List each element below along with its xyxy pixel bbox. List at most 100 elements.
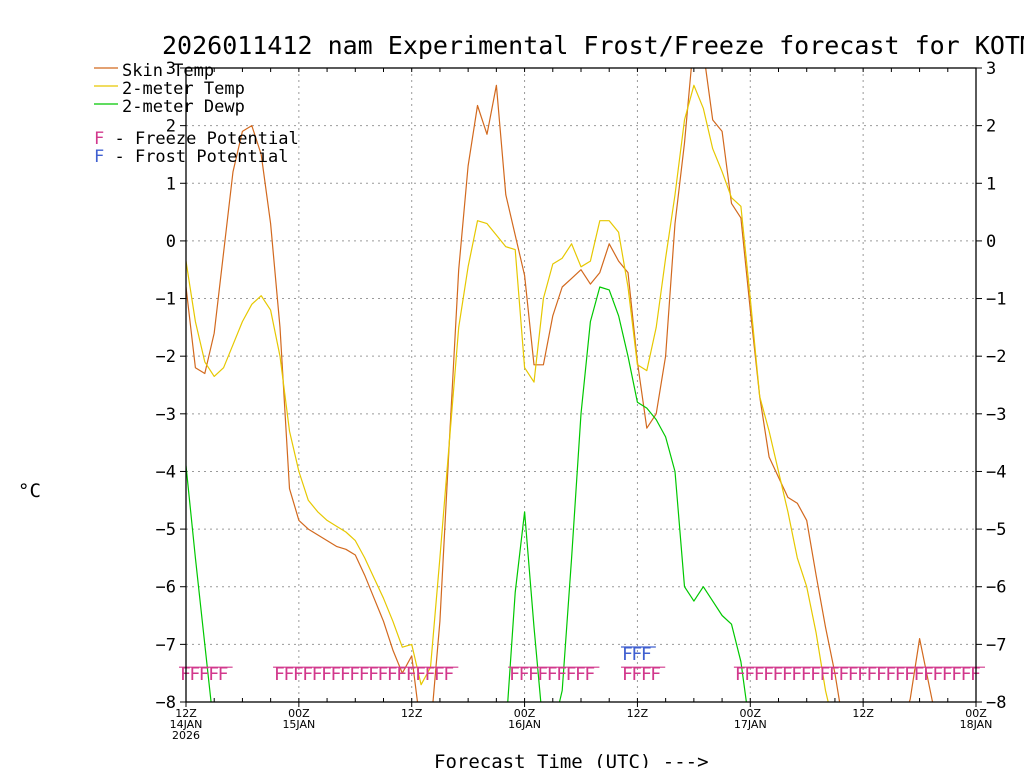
- y-tick-label-right: 3: [986, 59, 996, 79]
- y-tick-label-right: −2: [986, 347, 1006, 367]
- freeze-marker: F: [584, 664, 595, 685]
- y-tick-label-left: 2: [166, 117, 176, 137]
- legend-freeze-marker: F: [94, 129, 104, 149]
- x-tick-label: 12Z: [627, 707, 649, 720]
- freeze-marker: F: [735, 664, 746, 685]
- chart-title: 2026011412 nam Experimental Frost/Freeze…: [162, 31, 1024, 60]
- freeze-marker: F: [189, 664, 200, 685]
- y-tick-label-right: −3: [986, 405, 1006, 425]
- plot-frame: [185, 67, 977, 703]
- freeze-marker: F: [321, 664, 332, 685]
- y-tick-label-right: 0: [986, 232, 996, 252]
- legend-2m-temp: 2-meter Temp: [122, 79, 245, 99]
- legend-2m-dewp: 2-meter Dewp: [122, 97, 245, 117]
- freeze-marker: F: [547, 664, 558, 685]
- freeze-marker: F: [340, 664, 351, 685]
- legend-freeze-row: F - Freeze Potential: [94, 129, 299, 149]
- freeze-marker: F: [622, 664, 633, 685]
- y-tick-label-left: −8: [156, 693, 176, 713]
- legend-freeze-text: - Freeze Potential: [104, 129, 298, 149]
- freeze-marker: F: [434, 664, 445, 685]
- freeze-marker: F: [443, 664, 454, 685]
- y-tick-label-left: −3: [156, 405, 176, 425]
- freeze-marker: F: [914, 664, 925, 685]
- freeze-marker: F: [791, 664, 802, 685]
- y-tick-label-left: 1: [166, 174, 176, 194]
- freeze-marker: F: [923, 664, 934, 685]
- freeze-marker: F: [302, 664, 313, 685]
- freeze-marker: F: [312, 664, 323, 685]
- freeze-marker: F: [951, 664, 962, 685]
- x-tick-label: 00Z: [965, 707, 987, 720]
- freeze-marker: F: [838, 664, 849, 685]
- axis-ticks: 3 3 2 2 1 1 0 0 −1 −1 −2 −2 −3 −3 −4 −4 −5 −5 −6 −6 −7 −7 −8 −8…: [156, 59, 1007, 742]
- y-tick-label-left: −1: [156, 290, 176, 310]
- freeze-marker: F: [519, 664, 530, 685]
- y-tick-label-right: 1: [986, 174, 996, 194]
- x-tick-label: 00Z: [514, 707, 536, 720]
- x-tick-label: 12Z: [175, 707, 197, 720]
- freeze-marker: F: [810, 664, 821, 685]
- freeze-marker: F: [744, 664, 755, 685]
- freeze-marker: F: [509, 664, 520, 685]
- x-tick-label: 14JAN: [170, 718, 203, 731]
- grid: [186, 68, 976, 702]
- y-tick-label-left: 0: [166, 232, 176, 252]
- freeze-marker: F: [641, 664, 652, 685]
- freeze-marker: F: [961, 664, 972, 685]
- y-tick-label-left: 3: [166, 59, 176, 79]
- freeze-marker: F: [773, 664, 784, 685]
- x-tick-label: 18JAN: [960, 718, 993, 731]
- freeze-marker: F: [566, 664, 577, 685]
- freeze-marker: F: [575, 664, 586, 685]
- legend-frost-text: - Frost Potential: [104, 147, 288, 167]
- freeze-marker: F: [895, 664, 906, 685]
- freeze-marker: F: [293, 664, 304, 685]
- freeze-marker: F: [801, 664, 812, 685]
- freeze-marker: F: [208, 664, 219, 685]
- freeze-marker: F: [359, 664, 370, 685]
- y-tick-label-right: −6: [986, 578, 1006, 598]
- freeze-marker: F: [387, 664, 398, 685]
- legend-frost-marker: F: [94, 147, 104, 167]
- legend-frost-row: F - Frost Potential: [94, 147, 288, 167]
- freeze-marker: F: [218, 664, 229, 685]
- y-tick-label-left: −6: [156, 578, 176, 598]
- frost-marker: F: [622, 644, 633, 665]
- x-tick-label: 15JAN: [282, 718, 315, 731]
- freeze-marker: F: [378, 664, 389, 685]
- freeze-marker: F: [848, 664, 859, 685]
- x-tick-label: 17JAN: [734, 718, 767, 731]
- freeze-marker: F: [425, 664, 436, 685]
- legend-skin-temp: Skin Temp: [122, 61, 214, 81]
- y-tick-label-right: 2: [986, 117, 996, 137]
- y-tick-label-left: −7: [156, 635, 176, 655]
- series-2-meter-dewp: [186, 286, 747, 702]
- y-tick-label-right: −1: [986, 290, 1006, 310]
- freeze-marker: F: [330, 664, 341, 685]
- freeze-marker: F: [528, 664, 539, 685]
- freeze-marker: F: [537, 664, 548, 685]
- x-axis-label: Forecast Time (UTC) --->: [434, 751, 709, 768]
- legend: Skin Temp 2-meter Temp 2-meter Dewp F - …: [94, 61, 299, 167]
- y-axis-label: °C: [18, 480, 41, 502]
- freeze-marker: F: [763, 664, 774, 685]
- freeze-marker: F: [932, 664, 943, 685]
- freeze-marker: F: [829, 664, 840, 685]
- freeze-marker: F: [754, 664, 765, 685]
- y-tick-label-right: −8: [986, 693, 1006, 713]
- freeze-marker: F: [283, 664, 294, 685]
- freeze-marker: F: [349, 664, 360, 685]
- x-tick-label: 00Z: [288, 707, 310, 720]
- freeze-marker: F: [782, 664, 793, 685]
- frost-marker: F: [641, 644, 652, 665]
- y-tick-label-left: −2: [156, 347, 176, 367]
- freeze-marker: F: [942, 664, 953, 685]
- series-2-meter-temp: [186, 84, 829, 702]
- freeze-marker: F: [857, 664, 868, 685]
- freeze-marker: F: [556, 664, 567, 685]
- freeze-marker: F: [885, 664, 896, 685]
- x-tick-label: 12Z: [401, 707, 423, 720]
